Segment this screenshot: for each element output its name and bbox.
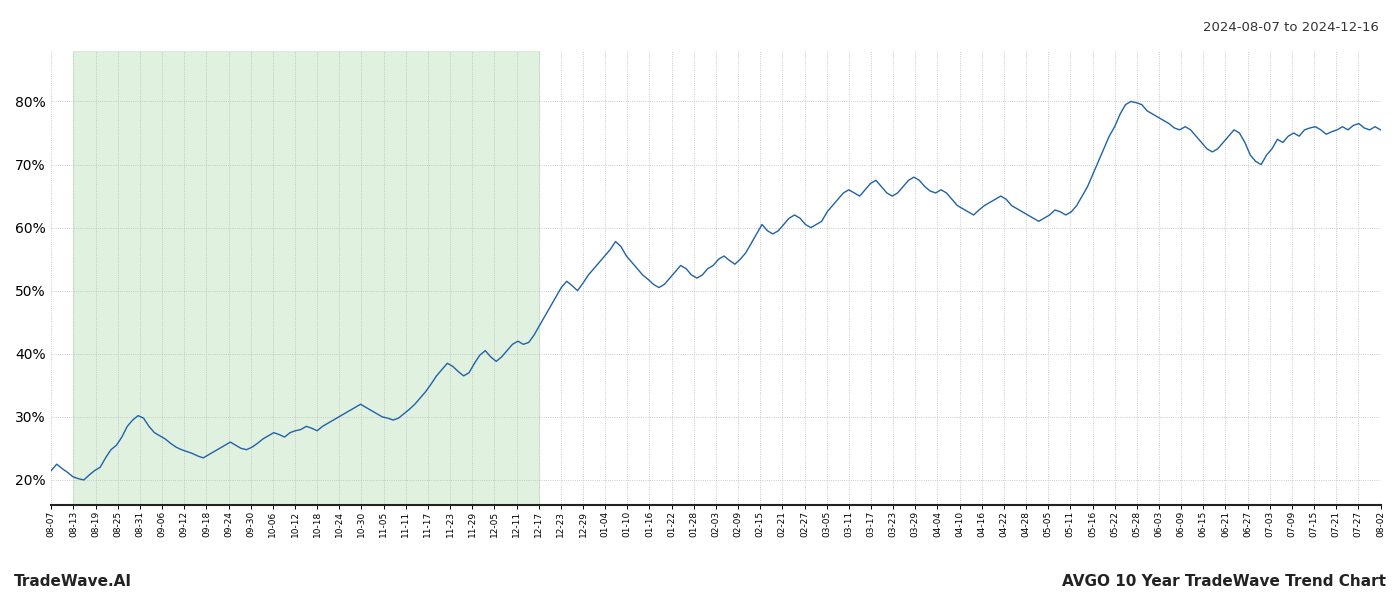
Text: 2024-08-07 to 2024-12-16: 2024-08-07 to 2024-12-16 [1203, 21, 1379, 34]
Text: AVGO 10 Year TradeWave Trend Chart: AVGO 10 Year TradeWave Trend Chart [1063, 574, 1386, 589]
Bar [73, 51, 539, 505]
Text: TradeWave.AI: TradeWave.AI [14, 574, 132, 589]
